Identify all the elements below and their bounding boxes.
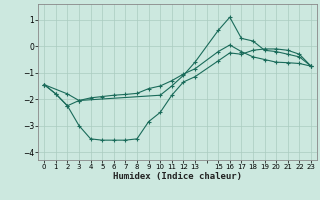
- X-axis label: Humidex (Indice chaleur): Humidex (Indice chaleur): [113, 172, 242, 181]
